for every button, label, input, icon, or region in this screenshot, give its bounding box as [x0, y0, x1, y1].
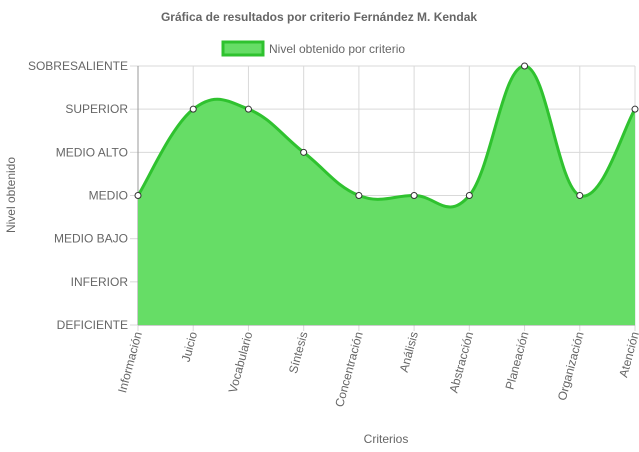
y-tick-label: SOBRESALIENTE [28, 59, 128, 73]
x-tick-label: Síntesis [286, 330, 311, 375]
data-point[interactable] [465, 192, 473, 199]
x-tick-label: Abstracción [446, 330, 476, 394]
legend-swatch [221, 40, 265, 57]
x-tick-label: Planeación [503, 330, 532, 391]
data-point[interactable] [521, 62, 529, 70]
y-tick-label: MEDIO ALTO [56, 145, 128, 159]
y-tick-label: INFERIOR [71, 275, 129, 289]
data-point[interactable] [355, 192, 363, 199]
x-tick-label: Atención [616, 330, 639, 379]
legend-label: Nivel obtenido por criterio [269, 42, 405, 56]
data-point[interactable] [134, 192, 142, 199]
data-point[interactable] [631, 105, 639, 113]
x-tick-label: Concentración [332, 330, 366, 408]
y-tick-label: DEFICIENTE [57, 318, 128, 332]
x-tick-label: Vocabulario [226, 330, 256, 395]
data-points [134, 62, 639, 199]
x-tick-label: Organización [555, 330, 587, 402]
y-tick-label: MEDIO [89, 189, 128, 203]
data-point[interactable] [300, 148, 308, 156]
y-tick-label: MEDIO BAJO [54, 232, 128, 246]
x-axis-ticks: Información Juicio Vocabulario Síntesis Conc… [115, 330, 639, 409]
chart-title: Gráfica de resultados por criterio Ferná… [161, 10, 477, 24]
data-point[interactable] [244, 105, 252, 113]
y-tick-label: SUPERIOR [65, 102, 128, 116]
data-point[interactable] [576, 192, 584, 199]
x-tick-label: Información [115, 330, 145, 394]
y-axis-ticks: DEFICIENTE INFERIOR MEDIO BAJO MEDIO MEDIO A… [28, 59, 128, 332]
legend[interactable]: Nivel obtenido por criterio [221, 40, 405, 57]
x-axis-title: Criterios [364, 432, 409, 446]
data-point[interactable] [189, 105, 197, 113]
x-tick-label: Análisis [397, 330, 421, 374]
x-tick-label: Juicio [179, 330, 201, 364]
data-point[interactable] [410, 192, 418, 199]
y-axis-title: Nivel obtenido [4, 157, 18, 233]
series-area [138, 66, 635, 325]
